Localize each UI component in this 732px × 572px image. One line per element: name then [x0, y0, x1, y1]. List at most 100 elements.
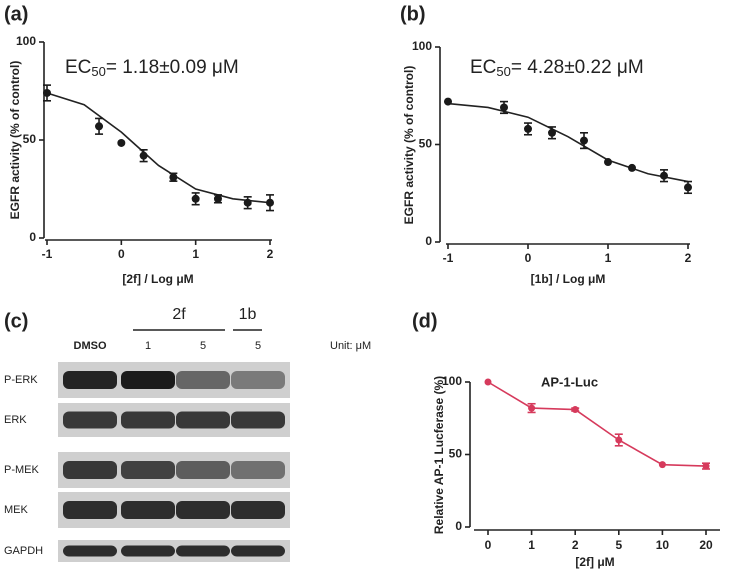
row-label: ERK [4, 414, 27, 426]
y-axis-label: EGFR activity (% of control) [8, 61, 22, 220]
point [571, 406, 579, 414]
point [658, 461, 666, 469]
band [121, 371, 175, 389]
annotation: AP-1-Luc [541, 374, 598, 389]
point [615, 436, 623, 444]
point [548, 128, 556, 137]
band [231, 461, 285, 479]
annotation-prefix: EC [470, 57, 496, 78]
point [528, 404, 536, 412]
band [176, 545, 230, 557]
point [243, 198, 252, 207]
band [121, 501, 175, 519]
x-tick-label: 0 [485, 538, 492, 552]
band [231, 501, 285, 519]
x-tick-label: 1 [528, 538, 535, 552]
point [660, 171, 668, 180]
x-axis-label: [2f] μM [575, 555, 614, 569]
band [176, 411, 230, 429]
x-tick-label: 2 [267, 247, 274, 261]
annotation-text: = 4.28±0.22 μM [511, 57, 644, 78]
band [63, 411, 117, 429]
x-tick-label: -1 [42, 247, 53, 261]
lane-label: 5 [255, 340, 261, 352]
band [176, 371, 230, 389]
y-tick-label: 50 [419, 137, 433, 151]
lane-label: 5 [200, 340, 206, 352]
point [139, 151, 148, 160]
x-tick-label: 2 [572, 538, 579, 552]
annotation: EC50= 1.18±0.09 μM [65, 57, 239, 79]
y-tick-label: 100 [412, 39, 432, 53]
group-label: 1b [239, 306, 257, 323]
x-tick-label: 0 [525, 251, 532, 265]
row-label: GAPDH [4, 545, 43, 557]
point [117, 138, 126, 147]
band [121, 461, 175, 479]
x-tick-label: -1 [443, 251, 454, 265]
point [524, 124, 532, 133]
row-label: P-ERK [4, 374, 38, 386]
x-tick-label: 5 [615, 538, 622, 552]
point [500, 103, 508, 112]
point [580, 136, 588, 145]
fit-curve [46, 92, 271, 204]
x-axis-label: [2f] / Log μM [122, 272, 193, 286]
annotation-text: = 1.18±0.09 μM [106, 57, 239, 78]
band [121, 545, 175, 557]
x-tick-label: 2 [685, 251, 692, 265]
unit-label: Unit: μM [330, 340, 371, 352]
point [604, 158, 612, 167]
annotation-subscript: 50 [496, 64, 510, 79]
row-label: MEK [4, 504, 29, 516]
x-tick-label: 1 [192, 247, 199, 261]
band [231, 371, 285, 389]
y-tick-label: 100 [16, 34, 36, 48]
band [231, 545, 285, 557]
panel-label: (a) [4, 3, 28, 25]
y-tick-label: 0 [29, 230, 36, 244]
y-tick-label: 50 [449, 447, 463, 461]
point [684, 183, 692, 192]
x-tick-label: 20 [699, 538, 713, 552]
y-axis-label: EGFR activity (% of control) [402, 66, 416, 225]
band [231, 411, 285, 429]
group-label: 2f [172, 306, 186, 323]
point [702, 462, 710, 470]
point [266, 198, 274, 207]
y-tick-label: 50 [23, 132, 37, 146]
lane-label: 1 [145, 340, 151, 352]
band [176, 501, 230, 519]
y-tick-label: 0 [425, 234, 432, 248]
y-tick-label: 0 [455, 519, 462, 533]
band [63, 371, 117, 389]
fit-curve [447, 102, 689, 183]
x-tick-label: 0 [118, 247, 125, 261]
western-blot [58, 362, 290, 562]
annotation: EC50= 4.28±0.22 μM [470, 57, 644, 79]
panel-label: (d) [412, 310, 438, 332]
row-label: P-MEK [4, 464, 40, 476]
x-axis-label: [1b] / Log μM [531, 272, 606, 286]
band [121, 411, 175, 429]
point [628, 163, 636, 172]
panel-label: (c) [4, 310, 28, 332]
y-axis-label: Relative AP-1 Lucferase (%) [432, 376, 446, 534]
band [63, 501, 117, 519]
series-line [487, 381, 707, 467]
lane-label: DMSO [74, 340, 107, 352]
annotation-prefix: EC [65, 57, 91, 78]
band [63, 545, 117, 557]
point [191, 194, 200, 203]
y-tick-label: 100 [442, 374, 462, 388]
point [484, 378, 492, 386]
point [444, 97, 452, 106]
point [43, 88, 51, 97]
x-tick-label: 10 [656, 538, 670, 552]
point [169, 173, 178, 182]
band [63, 461, 117, 479]
panel-label: (b) [400, 3, 426, 25]
band [176, 461, 230, 479]
x-tick-label: 1 [605, 251, 612, 265]
